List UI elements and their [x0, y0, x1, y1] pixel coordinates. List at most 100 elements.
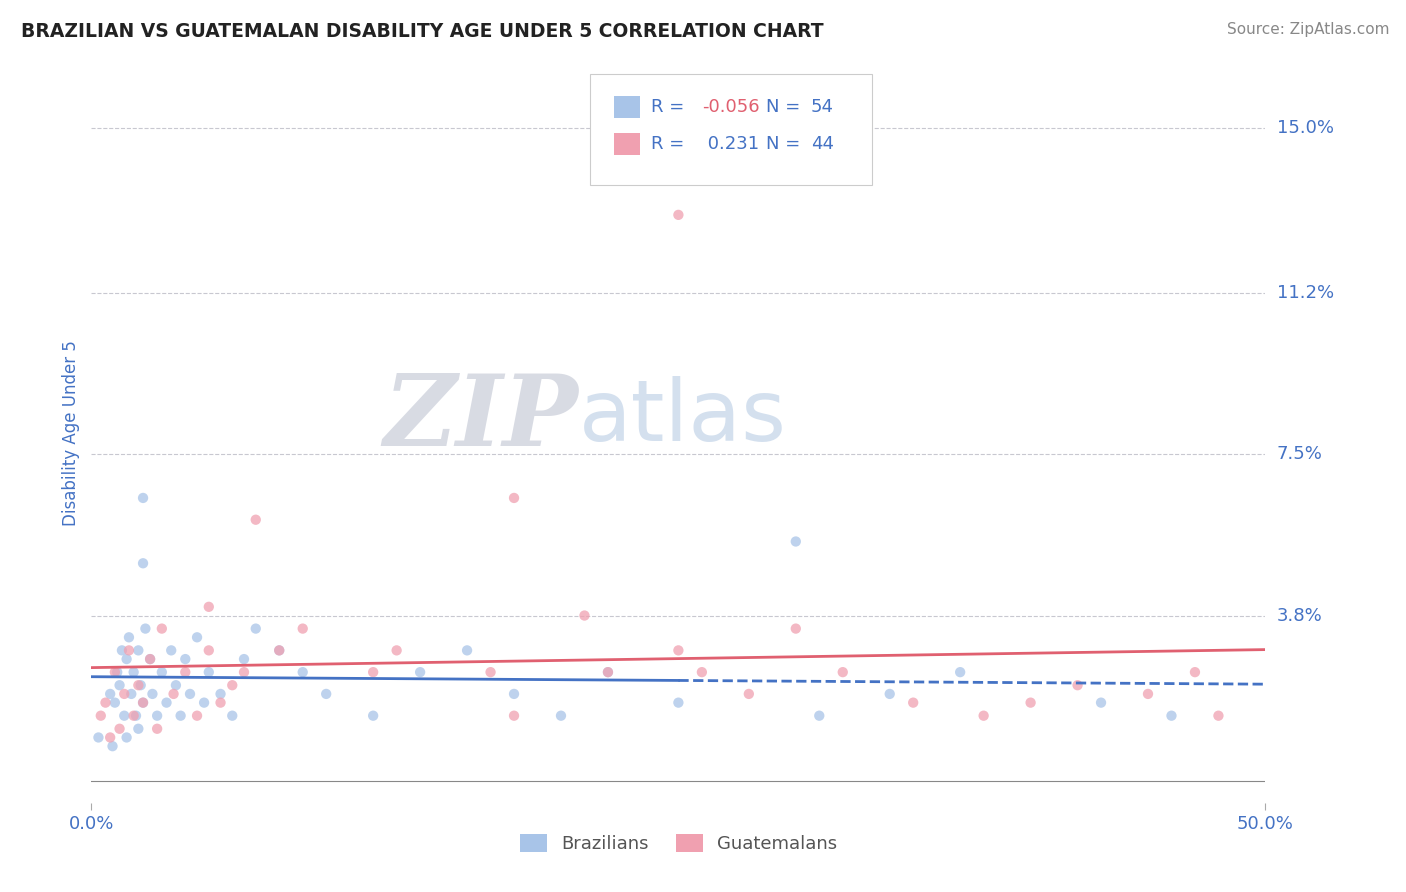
Point [596, 665, 619, 680]
Point [169, 708, 191, 723]
Point [127, 678, 149, 692]
Point [118, 630, 141, 644]
Point [174, 652, 197, 666]
Point [808, 708, 831, 723]
Point [973, 708, 995, 723]
Point [666, 643, 689, 657]
Point [98, 687, 121, 701]
Point [127, 643, 149, 657]
Point [118, 643, 141, 657]
Point [1208, 708, 1230, 723]
Point [1066, 678, 1088, 692]
Point [479, 665, 502, 680]
Point [738, 687, 761, 701]
Point [186, 630, 208, 644]
Text: 44: 44 [811, 135, 834, 153]
Point [666, 208, 689, 222]
Point [139, 652, 162, 666]
Point [269, 643, 291, 657]
Point [361, 708, 384, 723]
Point [132, 696, 155, 710]
Point [122, 708, 145, 723]
Point [155, 696, 177, 710]
Point [87, 731, 110, 745]
Point [221, 708, 243, 723]
Point [1184, 665, 1206, 680]
Point [831, 665, 853, 680]
FancyBboxPatch shape [614, 95, 640, 118]
Text: R =: R = [651, 135, 690, 153]
Point [1136, 687, 1159, 701]
Text: 7.5%: 7.5% [1277, 445, 1323, 464]
Point [785, 622, 807, 636]
FancyBboxPatch shape [614, 133, 640, 155]
Point [209, 687, 232, 701]
Text: 15.0%: 15.0% [1277, 119, 1333, 136]
Point [141, 687, 163, 701]
Point [1019, 696, 1042, 710]
Point [456, 643, 478, 657]
Point [315, 687, 337, 701]
Text: ZIP: ZIP [384, 369, 579, 466]
Point [179, 687, 201, 701]
Point [361, 665, 384, 680]
Point [105, 665, 128, 680]
Text: N =: N = [766, 98, 807, 116]
Point [291, 622, 314, 636]
Text: BRAZILIAN VS GUATEMALAN DISABILITY AGE UNDER 5 CORRELATION CHART: BRAZILIAN VS GUATEMALAN DISABILITY AGE U… [21, 22, 824, 41]
Point [209, 696, 232, 710]
Point [221, 678, 243, 692]
Point [949, 665, 972, 680]
Point [112, 687, 135, 701]
Text: Source: ZipAtlas.com: Source: ZipAtlas.com [1226, 22, 1389, 37]
Point [139, 652, 162, 666]
Point [150, 665, 173, 680]
Point [160, 643, 183, 657]
Point [1160, 708, 1182, 723]
Point [146, 722, 169, 736]
Point [503, 687, 526, 701]
Point [132, 491, 155, 505]
Point [115, 652, 138, 666]
Point [150, 622, 173, 636]
Point [193, 696, 215, 710]
Point [245, 622, 267, 636]
Point [127, 722, 149, 736]
Point [186, 708, 208, 723]
Point [550, 708, 572, 723]
Point [104, 696, 127, 710]
Point [385, 643, 408, 657]
Point [174, 665, 197, 680]
Point [129, 678, 152, 692]
Y-axis label: Disability Age Under 5: Disability Age Under 5 [62, 340, 80, 525]
Point [233, 665, 256, 680]
FancyBboxPatch shape [591, 73, 872, 185]
Point [122, 665, 145, 680]
Point [108, 678, 131, 692]
Point [233, 652, 256, 666]
Point [197, 665, 219, 680]
Point [115, 731, 138, 745]
Point [197, 643, 219, 657]
Point [125, 708, 148, 723]
Point [574, 608, 596, 623]
Point [291, 665, 314, 680]
Point [108, 722, 131, 736]
Text: 3.8%: 3.8% [1277, 607, 1322, 624]
Point [596, 665, 619, 680]
Point [901, 696, 924, 710]
Legend: Brazilians, Guatemalans: Brazilians, Guatemalans [512, 827, 845, 861]
Point [90, 708, 112, 723]
Point [111, 643, 134, 657]
Point [785, 534, 807, 549]
Point [104, 665, 127, 680]
Point [134, 622, 156, 636]
Text: 54: 54 [811, 98, 834, 116]
Point [112, 708, 135, 723]
Text: -0.056: -0.056 [702, 98, 759, 116]
Point [98, 731, 121, 745]
Point [132, 696, 155, 710]
Point [165, 678, 187, 692]
Text: R =: R = [651, 98, 690, 116]
Text: 11.2%: 11.2% [1277, 285, 1334, 302]
